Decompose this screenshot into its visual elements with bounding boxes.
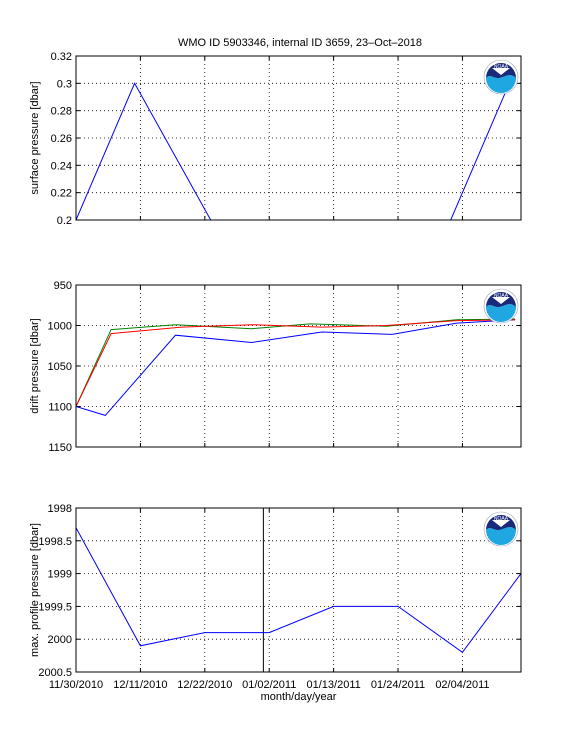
series-line-2	[76, 318, 516, 407]
series-line-1	[76, 319, 516, 416]
x-tick-label: 11/30/2010	[49, 679, 103, 691]
x-tick-label: 01/02/2011	[242, 679, 296, 691]
y-tick-label: 1998	[48, 503, 72, 515]
y-axis-label: max. profile pressure [dbar]	[29, 523, 41, 657]
noaa-logo: NOAA	[483, 511, 519, 547]
noaa-logo-bird	[492, 68, 510, 75]
x-tick-label: 01/24/2011	[371, 679, 425, 691]
x-tick-label: 01/13/2011	[307, 679, 361, 691]
y-tick-label: 0.2	[57, 215, 72, 227]
series-line-1	[76, 82, 510, 221]
y-tick-label: 0.24	[51, 160, 72, 172]
noaa-logo-wave	[486, 527, 516, 545]
series-line-1	[76, 527, 521, 653]
x-tick-label: 12/11/2010	[113, 679, 167, 691]
y-axis-label: drift pressure [dbar]	[29, 318, 41, 413]
x-tick-label: 02/04/2011	[435, 679, 489, 691]
y-tick-label: 1150	[48, 442, 72, 454]
noaa-logo: NOAA	[483, 288, 519, 324]
y-tick-label: 2000.5	[38, 667, 72, 679]
noaa-logo-wave	[486, 304, 516, 322]
y-tick-label: 0.28	[51, 106, 72, 118]
y-tick-label: 1999.5	[38, 601, 72, 613]
y-tick-label: 1999	[48, 569, 72, 581]
y-tick-label: 1000	[48, 321, 72, 333]
y-tick-label: 950	[54, 280, 72, 292]
noaa-logo-text: NOAA	[494, 64, 509, 70]
y-tick-label: 0.22	[51, 188, 72, 200]
noaa-logo: NOAA	[483, 59, 519, 95]
axes-frame	[75, 507, 522, 673]
figure-title: WMO ID 5903346, internal ID 3659, 23–Oct…	[178, 37, 422, 49]
noaa-logo-text: NOAA	[494, 293, 509, 299]
noaa-logo-bird	[492, 520, 510, 527]
y-tick-label: 0.32	[51, 51, 72, 63]
y-tick-label: 1998.5	[38, 536, 72, 548]
max-profile-pressure-axes: 11/30/2010 12/11/2010 12/22/2010 01/02/2011…	[29, 503, 522, 703]
y-tick-label: 0.26	[51, 133, 72, 145]
x-axis-label: month/day/year	[261, 691, 337, 703]
noaa-logo-text: NOAA	[494, 516, 509, 522]
axes-frame	[75, 284, 522, 448]
axes-frame	[75, 55, 522, 221]
y-tick-label: 1050	[48, 361, 72, 373]
y-tick-label: 0.3	[57, 78, 72, 90]
series-line-3	[76, 319, 516, 407]
y-axis-label: surface pressure [dbar]	[29, 81, 41, 194]
noaa-logo-bird	[492, 297, 510, 304]
y-tick-label: 2000	[48, 634, 72, 646]
x-tick-label: 12/22/2010	[177, 679, 232, 691]
surface-pressure-axes: 0.2 0.22 0.24 0.26 0.28 0.3 0.32 surface pressu…	[29, 51, 522, 227]
y-tick-label: 1100	[48, 402, 72, 414]
drift-pressure-axes: 950 1000 1050 1100 1150 drift pressure [dbar]…	[29, 280, 522, 454]
noaa-logo-wave	[486, 75, 516, 93]
